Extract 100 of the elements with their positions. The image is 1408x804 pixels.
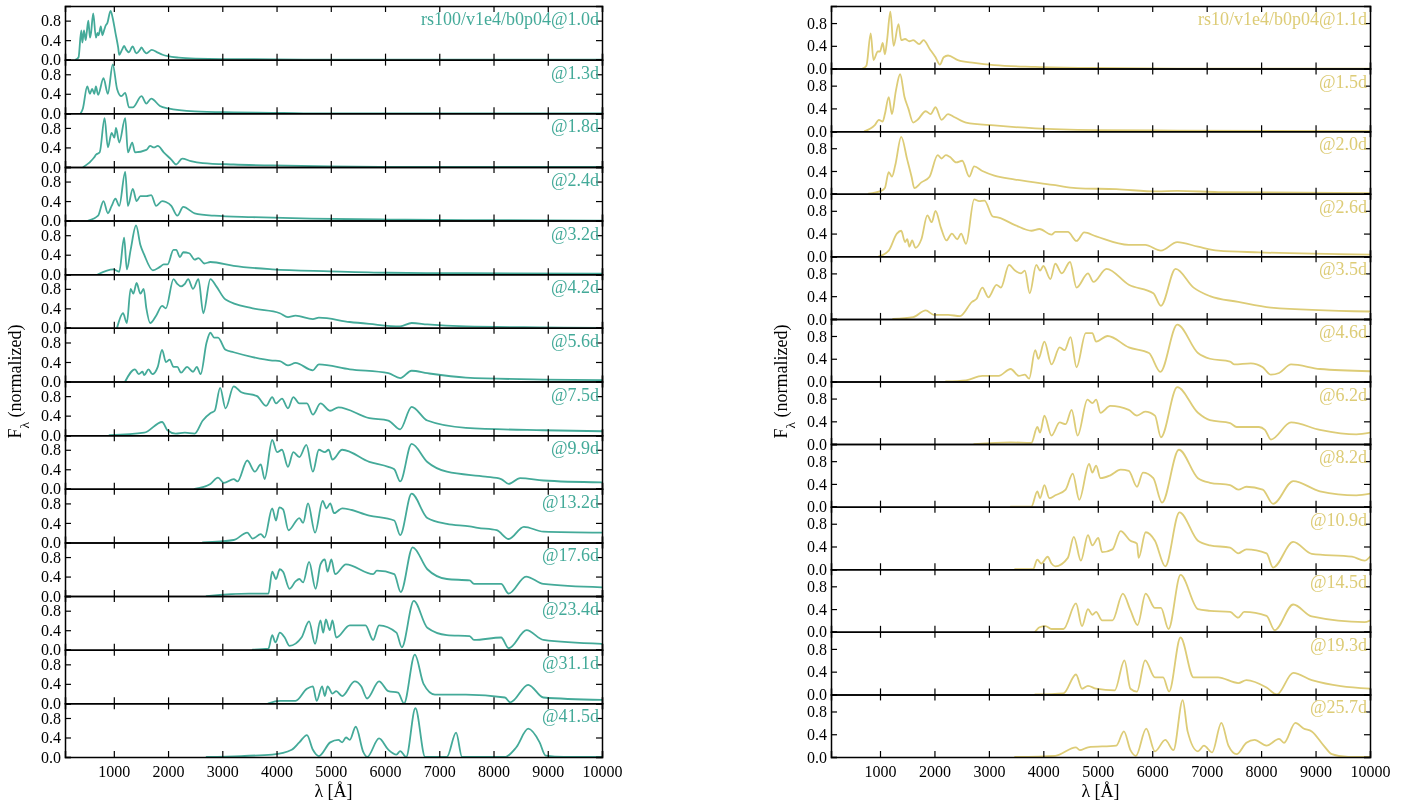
x-tick-label: 1000 — [864, 763, 897, 781]
chart-title: @3.5d — [1318, 259, 1367, 280]
chart-title: @14.5d — [1309, 572, 1367, 593]
y-tick-label: 0.0 — [41, 748, 61, 766]
line-series — [973, 386, 1370, 445]
y-tick-label: 0.0 — [807, 560, 827, 578]
y-tick-label: 0.0 — [807, 498, 827, 516]
y-tick-label: 0.4 — [41, 31, 61, 49]
y-tick-label: 0.4 — [807, 225, 827, 243]
y-tick-label: 0.4 — [807, 663, 827, 681]
x-tick-label: 8000 — [1245, 763, 1278, 781]
chart-title: @2.0d — [1318, 134, 1367, 155]
line-series — [108, 385, 602, 436]
line-series — [1014, 699, 1370, 757]
x-tick-label: 4000 — [1027, 763, 1060, 781]
x-tick-label: 8000 — [478, 763, 511, 781]
x-tick-label: 5000 — [315, 763, 348, 781]
chart-title: @2.4d — [550, 169, 599, 190]
y-tick-label: 0.4 — [807, 412, 827, 430]
line-series — [201, 492, 602, 543]
y-tick-label: 0.4 — [41, 192, 61, 210]
chart-title: @10.9d — [1309, 509, 1367, 530]
line-series — [205, 546, 602, 597]
chart-title: @31.1d — [541, 652, 599, 673]
y-tick-label: 0.4 — [41, 675, 61, 693]
y-tick-label: 0.0 — [807, 435, 827, 453]
y-tick-label: 0.8 — [41, 173, 61, 191]
y-tick-label: 0.4 — [807, 162, 827, 180]
x-tick-label: 10000 — [1350, 763, 1391, 781]
chart-title: @1.3d — [550, 62, 599, 83]
y-tick-label: 0.8 — [41, 334, 61, 352]
y-tick-label: 0.0 — [807, 122, 827, 140]
x-axis-title: λ [Å] — [1081, 781, 1120, 801]
y-tick-label: 0.0 — [807, 373, 827, 391]
chart-title: @9.9d — [550, 438, 599, 459]
chart-title: @2.6d — [1318, 196, 1367, 217]
y-tick-label: 0.4 — [41, 568, 61, 586]
y-tick-label: 0.0 — [807, 185, 827, 203]
line-series — [863, 73, 1370, 132]
line-series — [124, 331, 602, 382]
y-tick-label: 0.8 — [807, 265, 827, 283]
x-axis-title: λ [Å] — [314, 781, 353, 801]
chart-title: @4.6d — [1318, 321, 1367, 342]
y-tick-label: 0.4 — [41, 460, 61, 478]
y-tick-label: 0.0 — [41, 480, 61, 498]
y-tick-label: 0.0 — [807, 310, 827, 328]
x-tick-label: 2000 — [918, 763, 951, 781]
line-series — [79, 63, 602, 114]
y-tick-label: 0.0 — [807, 60, 827, 78]
y-tick-label: 0.8 — [807, 452, 827, 470]
y-tick-label: 0.4 — [41, 246, 61, 264]
y-tick-label: 0.0 — [41, 104, 61, 122]
x-tick-label: 1000 — [98, 763, 131, 781]
y-tick-label: 0.8 — [807, 577, 827, 595]
y-tick-label: 0.8 — [807, 139, 827, 157]
x-tick-label: 9000 — [532, 763, 565, 781]
y-tick-label: 0.0 — [807, 748, 827, 766]
y-tick-label: 0.8 — [807, 515, 827, 533]
y-tick-label: 0.4 — [41, 729, 61, 747]
x-tick-label: 9000 — [1300, 763, 1333, 781]
y-tick-label: 0.0 — [41, 319, 61, 337]
x-tick-label: 4000 — [261, 763, 294, 781]
y-tick-label: 0.4 — [807, 287, 827, 305]
chart-title: @7.5d — [550, 384, 599, 405]
x-tick-label: 3000 — [206, 763, 239, 781]
chart-title: @13.2d — [541, 491, 599, 512]
y-tick-label: 0.0 — [41, 426, 61, 444]
line-series — [1014, 511, 1370, 570]
line-series — [205, 707, 602, 757]
chart-title: @8.2d — [1318, 447, 1367, 468]
y-tick-label: 0.4 — [807, 725, 827, 743]
y-tick-label: 0.0 — [41, 158, 61, 176]
chart-title: @17.6d — [541, 545, 599, 566]
y-tick-label: 0.4 — [41, 621, 61, 639]
y-tick-label: 0.4 — [41, 407, 61, 425]
y-tick-label: 0.8 — [41, 495, 61, 513]
y-tick-label: 0.8 — [807, 703, 827, 721]
chart-title: @6.2d — [1318, 384, 1367, 405]
y-tick-label: 0.8 — [41, 12, 61, 30]
line-series — [878, 198, 1370, 257]
y-tick-label: 0.8 — [807, 640, 827, 658]
chart-title: @4.2d — [550, 277, 599, 298]
line-series — [1034, 636, 1370, 695]
y-tick-label: 0.8 — [41, 441, 61, 459]
y-tick-label: 0.0 — [807, 623, 827, 641]
chart-title: @41.5d — [541, 706, 599, 727]
x-tick-label: 7000 — [423, 763, 456, 781]
chart-title: @3.2d — [550, 223, 599, 244]
y-tick-label: 0.4 — [807, 600, 827, 618]
y-tick-label: 0.0 — [41, 265, 61, 283]
y-tick-label: 0.8 — [41, 280, 61, 298]
chart-title: @5.6d — [550, 330, 599, 351]
x-tick-label: 7000 — [1191, 763, 1224, 781]
y-tick-label: 0.4 — [41, 139, 61, 157]
y-tick-label: 0.8 — [41, 709, 61, 727]
line-series — [892, 261, 1370, 319]
line-series — [267, 653, 602, 704]
chart-title: rs100/v1e4/b0p04@1.0d — [420, 9, 599, 29]
y-tick-label: 0.4 — [807, 475, 827, 493]
line-series — [1034, 574, 1370, 632]
